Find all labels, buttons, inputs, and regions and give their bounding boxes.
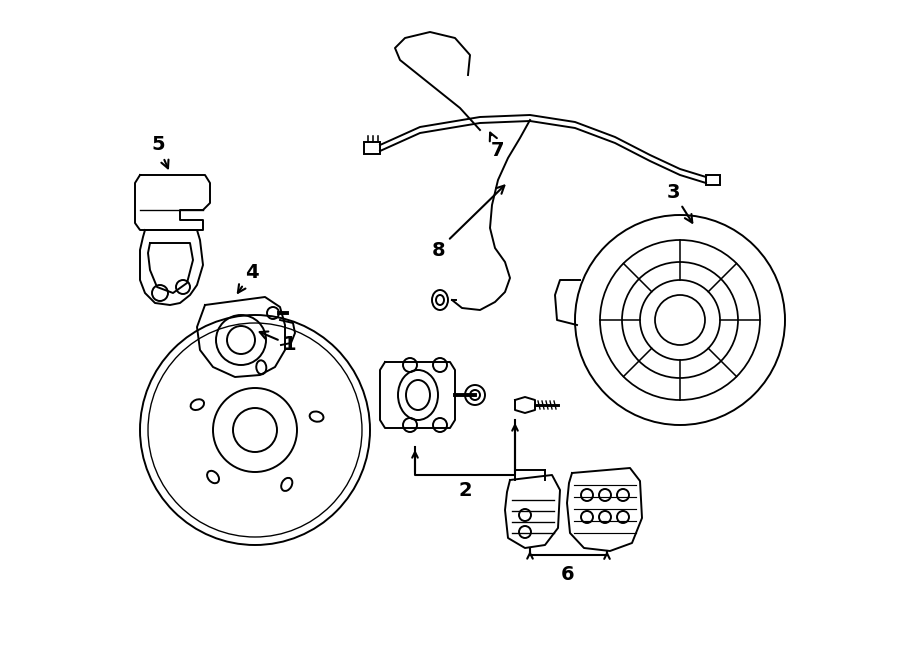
Text: 7: 7	[490, 133, 505, 159]
Text: 1: 1	[260, 332, 297, 354]
Text: 3: 3	[666, 182, 692, 223]
Text: 4: 4	[238, 262, 259, 293]
Text: 8: 8	[431, 186, 504, 260]
Text: 6: 6	[562, 566, 575, 584]
Text: 5: 5	[151, 136, 168, 169]
Text: 2: 2	[458, 481, 472, 500]
